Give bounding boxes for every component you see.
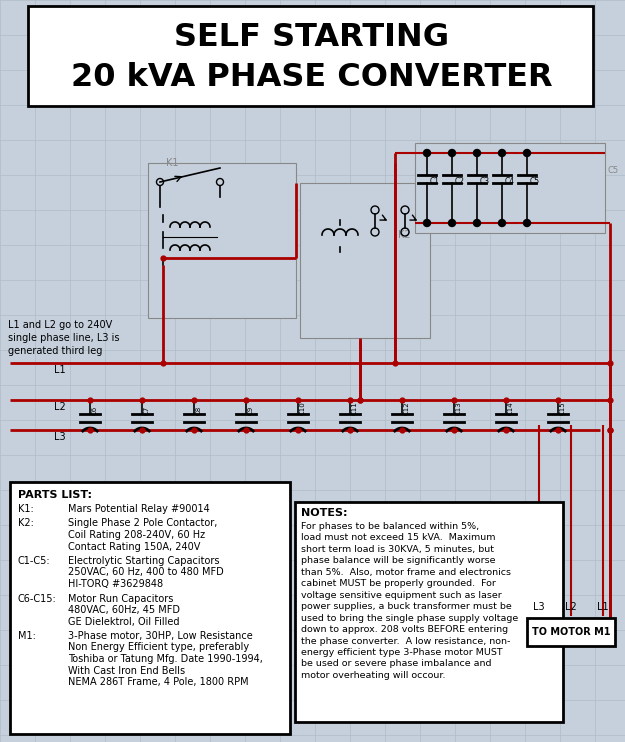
Text: L3: L3 [54,432,66,442]
Text: K2: K2 [398,230,411,240]
Text: Contact Rating 150A, 240V: Contact Rating 150A, 240V [68,542,201,551]
Text: 3-Phase motor, 30HP, Low Resistance: 3-Phase motor, 30HP, Low Resistance [68,631,253,641]
Text: C6: C6 [92,406,98,415]
Text: C1-C5:: C1-C5: [18,556,51,566]
Text: 480VAC, 60Hz, 45 MFD: 480VAC, 60Hz, 45 MFD [68,605,180,615]
Text: PARTS LIST:: PARTS LIST: [18,490,92,500]
Bar [148,163,296,318]
Text: C1: C1 [430,177,440,186]
Text: C14: C14 [508,401,514,415]
Bar [10,482,290,734]
Text: SELF STARTING: SELF STARTING [174,22,449,53]
Text: C12: C12 [404,401,410,415]
Text: L1: L1 [598,602,609,612]
Text: K1:: K1: [18,504,34,514]
Text: 250VAC, 60 Hz, 400 to 480 MFD: 250VAC, 60 Hz, 400 to 480 MFD [68,568,224,577]
Text: C15: C15 [560,401,566,415]
Text: HI-TORQ #3629848: HI-TORQ #3629848 [68,579,163,589]
Text: L2: L2 [565,602,577,612]
Text: Motor Run Capacitors: Motor Run Capacitors [68,594,173,603]
Text: With Cast Iron End Bells: With Cast Iron End Bells [68,666,185,675]
Text: K2:: K2: [18,519,34,528]
Text: C4: C4 [505,177,515,186]
Text: Mars Potential Relay #90014: Mars Potential Relay #90014 [68,504,210,514]
Text: M1:: M1: [18,631,36,641]
Circle shape [524,149,531,157]
Text: Electrolytic Starting Capacitors: Electrolytic Starting Capacitors [68,556,219,566]
Bar [527,618,615,646]
Text: For phases to be balanced within 5%,
load must not exceed 15 kVA.  Maximum
short: For phases to be balanced within 5%, loa… [301,522,518,680]
Circle shape [499,220,506,226]
Text: C8: C8 [196,406,202,415]
Bar [300,183,430,338]
Circle shape [474,220,481,226]
Text: C2: C2 [455,177,465,186]
Text: NEMA 286T Frame, 4 Pole, 1800 RPM: NEMA 286T Frame, 4 Pole, 1800 RPM [68,677,249,687]
Text: L1 and L2 go to 240V
single phase line, L3 is
generated third leg: L1 and L2 go to 240V single phase line, … [8,320,119,356]
Text: C11: C11 [352,401,358,415]
Text: 20 kVA PHASE CONVERTER: 20 kVA PHASE CONVERTER [71,62,553,93]
Circle shape [424,149,431,157]
Text: Single Phase 2 Pole Contactor,: Single Phase 2 Pole Contactor, [68,519,218,528]
Text: C3: C3 [480,177,490,186]
Circle shape [524,220,531,226]
Text: Coil Rating 208-240V, 60 Hz: Coil Rating 208-240V, 60 Hz [68,530,205,540]
Text: TO MOTOR M1: TO MOTOR M1 [532,627,610,637]
Circle shape [449,149,456,157]
Circle shape [424,220,431,226]
Bar [415,143,605,233]
Text: Toshiba or Tatung Mfg. Date 1990-1994,: Toshiba or Tatung Mfg. Date 1990-1994, [68,654,263,664]
Text: C5: C5 [607,166,618,175]
Bar [295,502,563,722]
Text: L1: L1 [54,365,66,375]
Text: Non Energy Efficient type, preferably: Non Energy Efficient type, preferably [68,643,249,652]
Circle shape [499,149,506,157]
Text: L3: L3 [533,602,545,612]
Circle shape [474,149,481,157]
Text: GE Dielektrol, Oil Filled: GE Dielektrol, Oil Filled [68,617,179,626]
Text: C5: C5 [530,177,540,186]
Text: C10: C10 [300,401,306,415]
Text: NOTES:: NOTES: [301,508,348,518]
Text: C6-C15:: C6-C15: [18,594,57,603]
Text: C7: C7 [144,406,150,415]
Text: C13: C13 [456,401,462,415]
Text: C9: C9 [248,406,254,415]
Text: L2: L2 [54,402,66,412]
Bar [28,6,593,106]
Circle shape [449,220,456,226]
Text: K1: K1 [166,158,179,168]
